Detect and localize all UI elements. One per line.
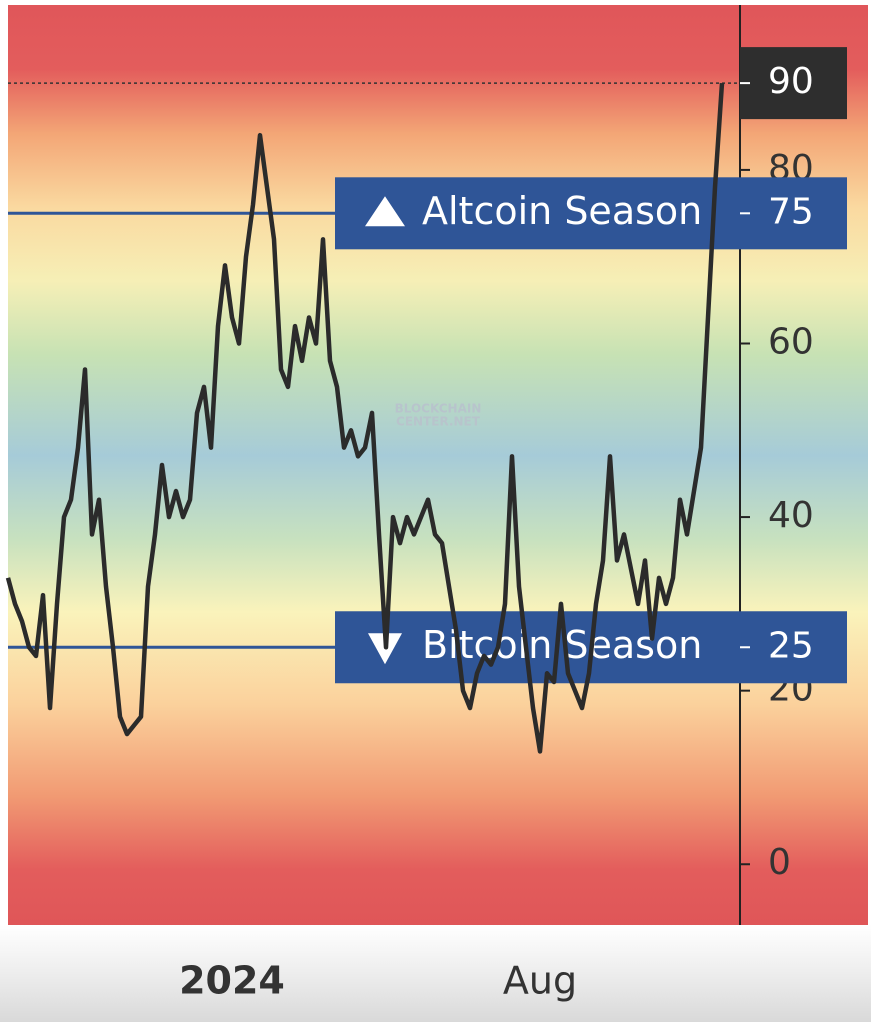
- x-tick-label: 2024: [179, 959, 285, 1003]
- current-value-label: 90: [768, 61, 814, 102]
- y-tick-label: 0: [768, 842, 791, 883]
- threshold-label: Altcoin Season: [422, 189, 702, 233]
- threshold-icon: [365, 196, 405, 227]
- x-axis-band: [0, 925, 871, 1022]
- x-tick-label: Aug: [503, 959, 577, 1003]
- series-line: [5, 82, 725, 754]
- threshold-value: 25: [768, 625, 814, 666]
- y-tick-label: 60: [768, 321, 814, 362]
- y-tick-label: 40: [768, 495, 814, 536]
- watermark: BLOCKCHAIN: [395, 402, 482, 416]
- current-value-box: [740, 47, 847, 120]
- threshold-box: [335, 177, 847, 250]
- threshold-value: 75: [768, 191, 814, 232]
- background: [8, 5, 868, 925]
- watermark: CENTER.NET: [396, 415, 481, 429]
